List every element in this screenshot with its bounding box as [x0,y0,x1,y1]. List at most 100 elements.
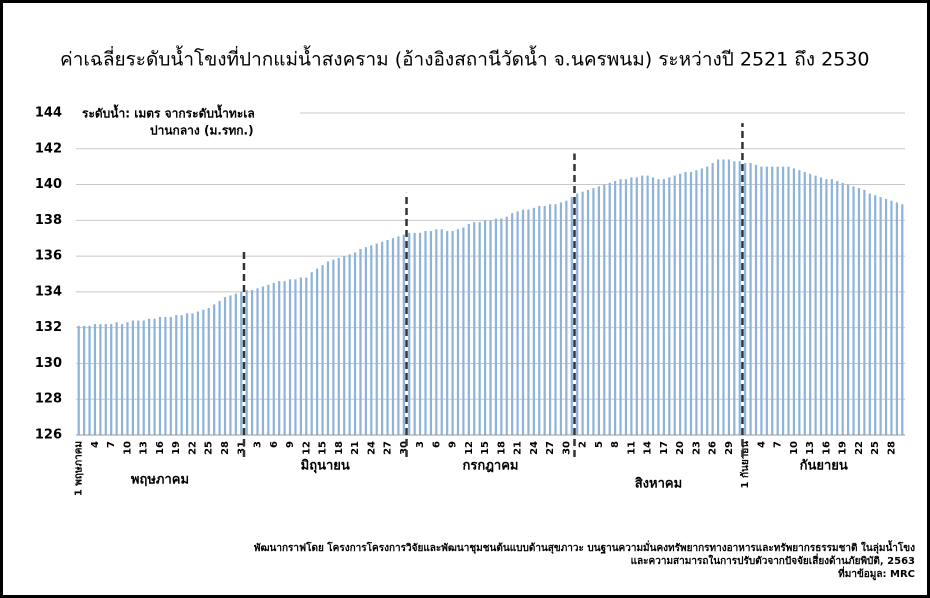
bar [608,182,611,435]
bar [809,173,812,436]
bar [494,218,498,435]
bar [456,229,460,435]
x-tick-label: 10 [789,441,800,455]
x-tick-label: 28 [220,441,231,455]
x-tick-label: 12 [301,441,312,455]
footer: พัฒนากราฟโดย โครงการโครงการวิจัยและพัฒนา… [254,540,915,554]
y-tick-label: 142 [35,141,62,156]
bar [148,318,151,435]
bar [543,206,546,435]
bar [110,324,113,435]
bar [814,175,817,435]
x-tick-label: 20 [675,441,686,455]
bar [207,307,210,435]
x-tick-label: 16 [155,441,166,455]
x-tick-label: 21 [350,441,361,455]
x-tick-label: 7 [106,441,117,448]
bar [483,220,487,435]
bar [229,295,232,435]
x-tick-label: 7 [773,441,784,448]
bar [744,163,747,436]
bar [202,309,205,435]
bar [234,293,237,435]
x-tick-label: 4 [756,441,767,448]
x-tick-label: 4 [90,441,101,448]
bar [641,175,644,435]
bar [326,261,330,435]
bar [500,218,503,435]
bar [283,281,286,435]
y-tick-label: 140 [35,177,62,192]
bar [408,232,411,435]
bar [727,159,731,435]
bar [467,223,470,435]
bar [700,168,703,435]
bar [711,163,714,436]
bar [581,191,584,435]
x-tick-label: 25 [204,441,215,455]
bar [402,234,405,435]
x-tick-label: 23 [691,441,702,455]
bar [321,265,324,435]
bar [256,288,259,435]
x-tick-label: 1 กันยายน [739,441,751,489]
bar [213,304,216,435]
x-tick-label: 6 [269,441,280,448]
bar [191,313,194,435]
bar [305,277,308,435]
footer: ที่มาข้อมูล: MRC [838,566,915,581]
y-tick-label: 128 [35,392,62,407]
x-tick-label: 27 [383,441,394,455]
bar [451,231,454,435]
x-tick-label: 10 [122,441,133,455]
y-axis-label: ระดับน้ำ: เมตร จากระดับน้ำทะเล [82,104,255,121]
bar [288,279,292,435]
bar [137,320,140,435]
bar [852,186,855,435]
bar [689,172,693,436]
bar [115,322,118,435]
bar [868,193,871,435]
bar [527,209,530,435]
bar [619,179,622,435]
bar [787,166,790,435]
bar [836,180,839,435]
bar [131,320,134,435]
bar [93,324,97,435]
bar [733,161,736,436]
bar [559,202,563,435]
bar [88,325,91,435]
y-tick-label: 144 [35,106,62,121]
bar [462,227,465,435]
bar [511,213,514,435]
month-label: กันยายน [800,459,848,474]
bar [749,163,752,436]
bar [505,216,508,435]
bar [706,166,709,435]
bar [819,177,823,435]
bar [375,243,378,435]
x-tick-label: 19 [838,441,849,455]
x-tick-label: 28 [886,441,897,455]
bar [538,206,541,435]
bar [245,290,248,435]
bar [597,186,600,435]
bar [223,297,227,435]
bar [299,277,302,435]
x-tick-label: 24 [529,441,540,455]
bar [267,284,270,435]
bar [364,247,367,435]
x-tick-label: 2 [578,441,589,448]
bar [890,200,893,435]
bar [164,316,167,435]
bar [153,318,156,435]
x-tick-label: 15 [480,441,491,455]
bar [386,240,389,435]
bar [884,198,888,435]
bar [473,222,476,435]
x-tick-label: 14 [643,441,654,455]
x-tick-label: 31 [236,441,247,455]
x-tick-label: 9 [285,441,296,448]
bar [316,268,319,435]
bar [175,315,178,435]
